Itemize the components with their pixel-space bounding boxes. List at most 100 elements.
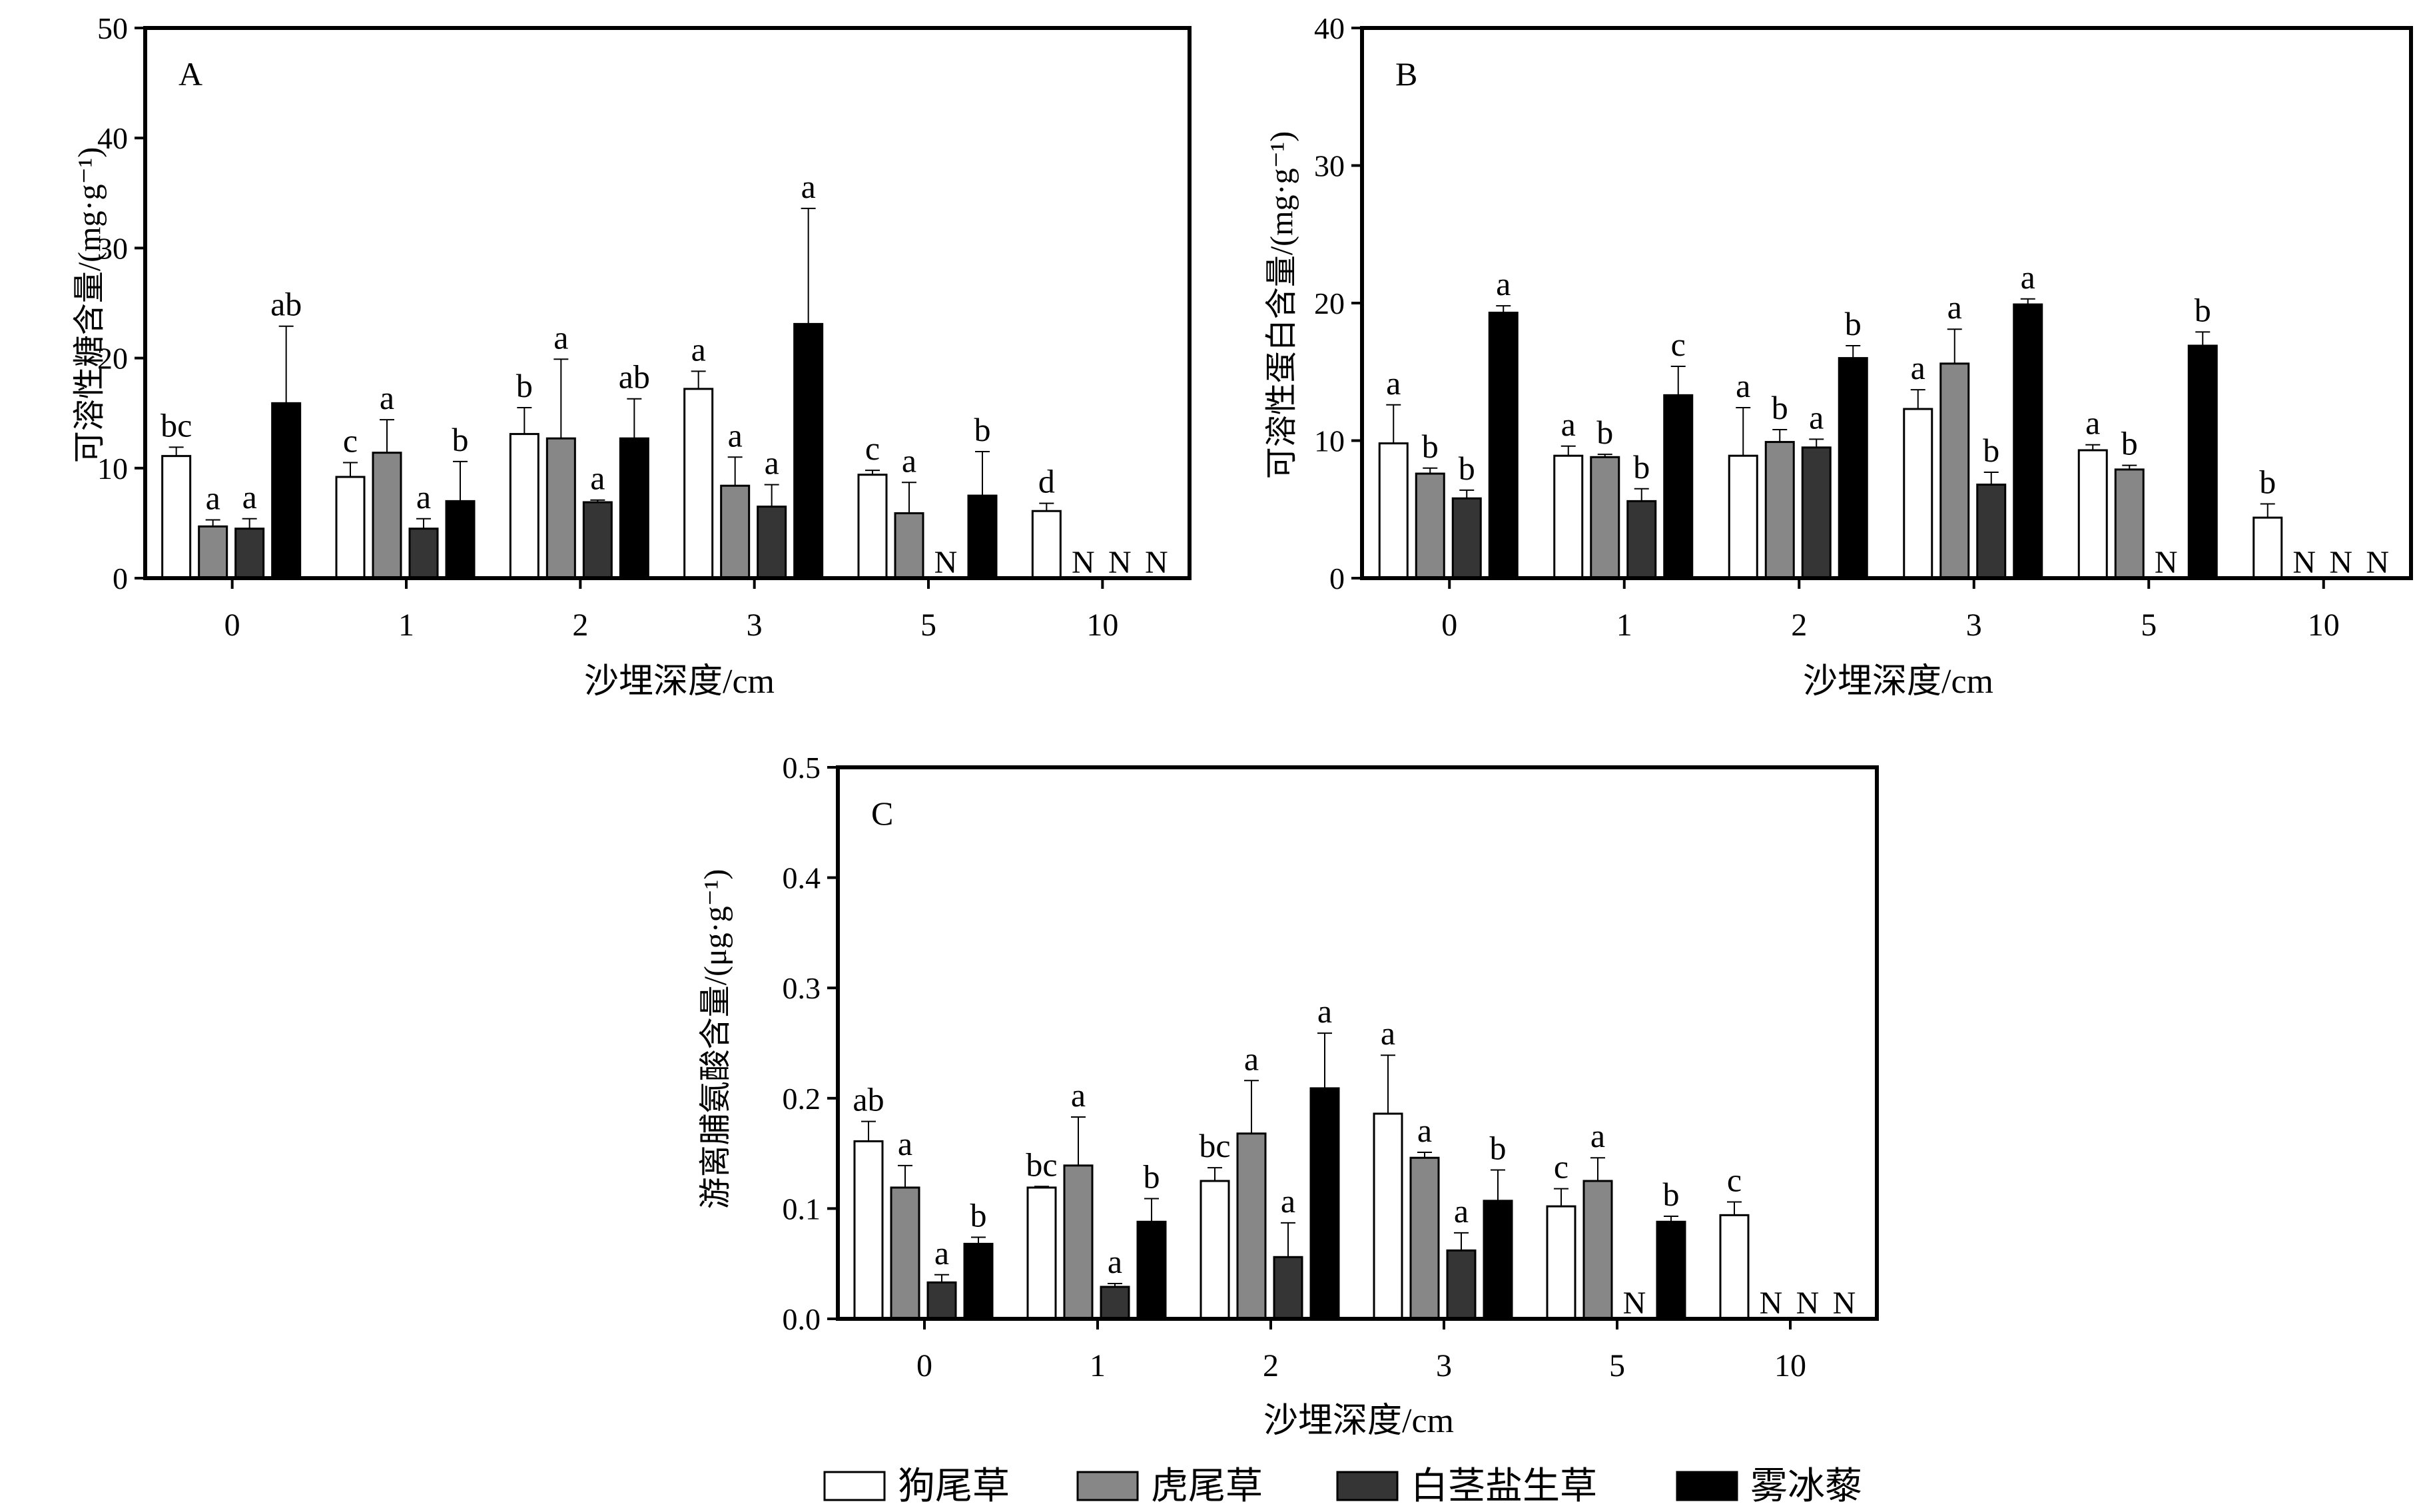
bar (1903, 408, 1933, 579)
panel-c-label: C (871, 795, 893, 832)
panel-c-frame (836, 765, 1879, 1321)
significance-letter: c (865, 430, 880, 467)
bar (1136, 1220, 1167, 1320)
y-tick-label: 30 (97, 231, 128, 265)
bar (372, 452, 402, 579)
bar (2013, 303, 2043, 579)
legend-swatch (1336, 1471, 1399, 1501)
significance-letter: a (898, 1125, 912, 1162)
significance-letter: a (2085, 404, 2100, 442)
bar (1483, 1200, 1513, 1320)
bar (335, 476, 366, 579)
significance-letter: b (970, 1196, 987, 1234)
significance-letter: a (1911, 349, 1925, 386)
significance-letter: bc (1026, 1146, 1057, 1183)
y-tick-label: 0.2 (783, 1082, 821, 1116)
x-tick-label: 3 (1966, 607, 1982, 643)
x-tick-label: 1 (1616, 607, 1632, 643)
significance-letter: a (1590, 1117, 1605, 1154)
y-tick-label: 0.3 (783, 971, 821, 1005)
significance-letter: b (1490, 1129, 1507, 1166)
bar (1764, 441, 1795, 579)
y-tick-label: 0 (113, 562, 128, 595)
significance-letter: a (1386, 364, 1401, 402)
bar (853, 1140, 884, 1320)
bar (1409, 1156, 1440, 1320)
absent-marker: N (2366, 545, 2389, 580)
absent-marker: N (934, 545, 958, 580)
panel-a-x-axis: 0 1 2 3 5 10 (224, 578, 1118, 643)
significance-letter: a (242, 478, 257, 516)
significance-letter: a (934, 1234, 949, 1272)
x-tick-label: 10 (1774, 1348, 1806, 1383)
legend-item: 虎尾草 (1076, 1466, 1263, 1507)
bar (963, 1242, 994, 1320)
significance-letter: a (1244, 1040, 1259, 1077)
significance-letter: a (380, 379, 394, 416)
bar (1838, 357, 1868, 579)
bar (1626, 500, 1657, 579)
bar (1553, 454, 1584, 579)
x-tick-label: 5 (920, 607, 936, 643)
significance-letter: b (2259, 463, 2276, 500)
significance-letter: b (1633, 448, 1650, 486)
significance-letter: b (1144, 1158, 1160, 1195)
x-tick-label: 0 (1441, 607, 1457, 643)
significance-letter: c (1727, 1161, 1742, 1198)
y-tick-label: 0 (1329, 562, 1345, 595)
x-tick-label: 0 (916, 1348, 932, 1383)
bar (1378, 442, 1409, 579)
y-tick-label: 50 (97, 11, 128, 45)
bar (1546, 1205, 1576, 1320)
significance-letter: ab (619, 358, 650, 396)
bar (1309, 1087, 1340, 1320)
x-tick-label: 10 (2308, 607, 2340, 643)
significance-letter: a (691, 330, 706, 368)
bar (161, 455, 192, 579)
significance-letter: b (1596, 414, 1613, 451)
y-tick-label: 0.0 (783, 1302, 821, 1336)
absent-marker: N (1072, 545, 1095, 580)
legend-label: 雾冰藜 (1750, 1466, 1862, 1507)
bar (793, 322, 824, 579)
bar (1656, 1220, 1686, 1320)
bar (445, 500, 476, 579)
significance-letter: ab (853, 1081, 884, 1118)
significance-letter: a (1809, 398, 1824, 436)
significance-letter: b (2121, 425, 2138, 462)
significance-letter: a (416, 478, 431, 516)
y-tick-label: 10 (97, 452, 128, 486)
bar (1801, 446, 1832, 579)
absent-marker: N (2329, 545, 2352, 580)
absent-marker: N (2155, 545, 2178, 580)
x-tick-label: 3 (1436, 1348, 1452, 1383)
panel-a-frame (143, 26, 1192, 580)
bar (894, 512, 924, 579)
y-tick-label: 10 (1314, 424, 1345, 458)
x-tick-label: 1 (398, 607, 414, 643)
panel-c-y-axis: 0.0 0.1 0.2 0.3 0.4 0.5 (783, 751, 838, 1336)
bar (1031, 510, 1062, 579)
bar (1663, 394, 1694, 579)
significance-letter: a (1496, 265, 1511, 302)
bar (198, 525, 228, 579)
panel-c-y-title: 游离脯氨酸含量/(μg·g⁻¹) (698, 869, 733, 1210)
y-tick-label: 40 (1314, 11, 1345, 45)
significance-letter: a (1454, 1192, 1469, 1230)
bar (1273, 1256, 1303, 1320)
bar (2252, 516, 2283, 579)
significance-letter: a (1736, 367, 1750, 404)
bar (1976, 484, 2007, 579)
significance-letter: a (1381, 1014, 1395, 1052)
significance-letter: a (1281, 1182, 1295, 1220)
bar (1063, 1164, 1094, 1320)
bar (1719, 1214, 1750, 1320)
absent-marker: N (1108, 545, 1132, 580)
significance-letter: bc (1199, 1127, 1230, 1164)
bar (1728, 454, 1758, 579)
